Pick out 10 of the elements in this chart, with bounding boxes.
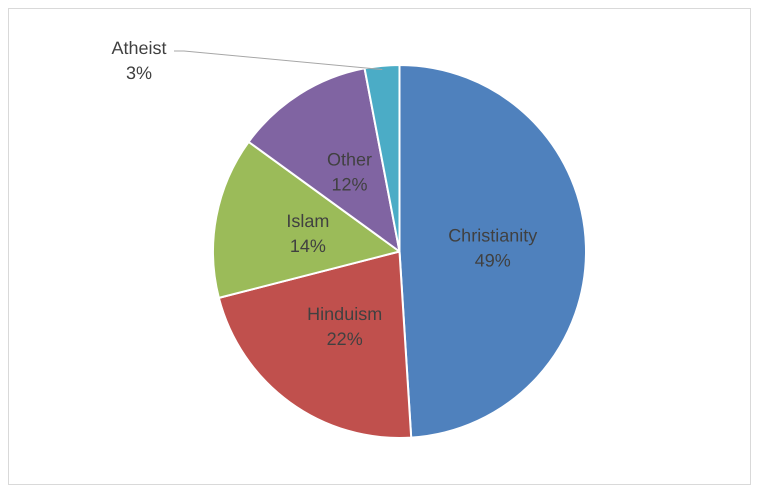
slice-label: Other [327, 150, 372, 170]
slice-label: Islam [286, 210, 330, 231]
data-label: 22% [326, 328, 363, 349]
data-label: 14% [290, 236, 326, 256]
slice-label: Christianity [448, 226, 538, 246]
slice-label: Atheist [111, 38, 167, 58]
data-label: 12% [332, 174, 368, 195]
slice-label: Hinduism [307, 304, 382, 324]
data-label: 49% [474, 250, 511, 271]
data-label: 3% [126, 62, 152, 83]
